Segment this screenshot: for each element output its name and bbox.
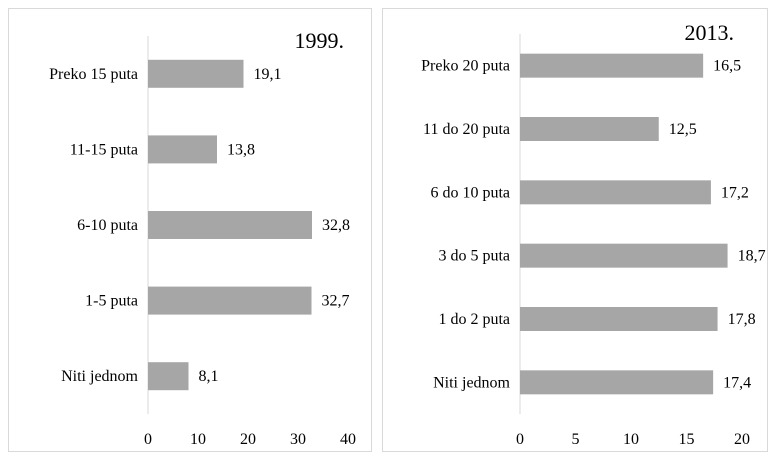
value-label: 8,1 (199, 368, 219, 385)
bar (520, 370, 714, 395)
value-label: 12,5 (669, 121, 697, 138)
category-label: 1 do 2 puta (438, 311, 510, 328)
category-label: Niti jednom (61, 368, 138, 385)
bar (148, 135, 217, 164)
chart-title: 2013. (685, 20, 735, 45)
category-label: 6 do 10 puta (430, 184, 510, 201)
bar (520, 117, 659, 141)
chart-frame (382, 8, 768, 452)
chart-2013: 2013. Preko 20 puta 16,5 11 do 20 puta 12,5 6… (380, 0, 774, 459)
value-label: 32,8 (322, 217, 350, 234)
bar (520, 180, 711, 205)
chart-1999-plot: 1999. Preko 15 puta 19,1 11-15 puta 13,8 6-10… (49, 28, 356, 448)
x-tick-label: 0 (516, 431, 524, 448)
x-tick-label: 20 (240, 431, 256, 448)
chart-title: 1999. (295, 28, 345, 53)
chart-1999: 1999. Preko 15 puta 19,1 11-15 puta 13,8 6-10… (0, 0, 380, 459)
x-tick-label: 10 (623, 431, 639, 448)
category-label: Preko 15 puta (49, 66, 138, 83)
chart-2013-plot: 2013. Preko 20 puta 16,5 11 do 20 puta 12,5 6… (421, 20, 766, 448)
value-label: 19,1 (254, 66, 282, 83)
bar (148, 59, 244, 88)
x-tick-label: 30 (290, 431, 306, 448)
category-label: 6-10 puta (77, 217, 138, 234)
x-tick-label: 10 (190, 431, 206, 448)
value-label: 17,8 (728, 311, 756, 328)
bar (148, 211, 312, 239)
value-label: 16,5 (713, 58, 741, 75)
value-label: 17,4 (723, 374, 751, 391)
bar (520, 53, 704, 78)
category-label: 11 do 20 puta (423, 121, 510, 138)
category-label: Preko 20 puta (421, 58, 510, 75)
bar (520, 307, 718, 331)
category-label: 11-15 puta (70, 141, 138, 158)
x-tick-label: 5 (572, 431, 580, 448)
value-label: 32,7 (322, 293, 350, 310)
category-label: 1-5 puta (85, 293, 138, 310)
x-tick-label: 40 (340, 431, 356, 448)
x-tick-label: 15 (679, 431, 695, 448)
category-label: 3 do 5 puta (438, 248, 510, 265)
bar (148, 362, 189, 391)
x-tick-label: 20 (734, 431, 750, 448)
value-label: 13,8 (227, 141, 255, 158)
value-label: 17,2 (721, 184, 749, 201)
bar (148, 286, 312, 315)
category-label: Niti jednom (433, 374, 510, 391)
x-tick-label: 0 (144, 431, 152, 448)
chart-frame (8, 8, 372, 452)
value-label: 18,7 (738, 248, 766, 265)
bar (520, 243, 728, 268)
